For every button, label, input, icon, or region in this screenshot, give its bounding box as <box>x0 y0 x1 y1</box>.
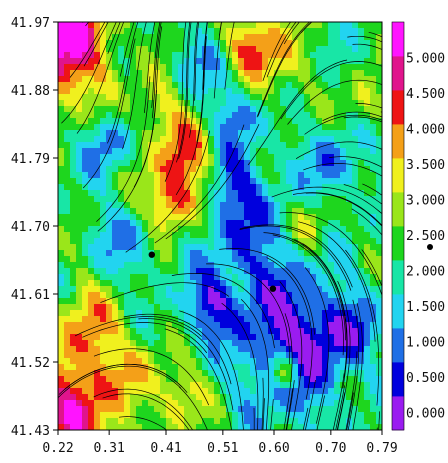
colorbar-segment <box>392 158 404 193</box>
colorbar-segment <box>392 260 404 295</box>
y-tick-label: 41.97 <box>11 16 50 31</box>
colorbar-label: 4.000 <box>406 122 445 137</box>
x-tick-label: 0.51 <box>207 441 238 456</box>
colorbar-segment <box>392 362 404 397</box>
x-tick-label: 0.22 <box>42 441 73 456</box>
colorbar-segment <box>392 56 404 91</box>
colorbar-label: 0.500 <box>406 371 445 386</box>
y-tick-label: 41.70 <box>11 220 50 235</box>
y-tick-label: 41.43 <box>11 424 50 439</box>
colorbar-label: 0.000 <box>406 406 445 421</box>
x-tick-label: 0.70 <box>315 441 346 456</box>
colorbar-segment <box>392 294 404 329</box>
colorbar <box>391 21 405 431</box>
streamlines <box>58 22 382 430</box>
y-tick-label: 41.52 <box>11 356 50 371</box>
colorbar-label: 3.500 <box>406 158 445 173</box>
y-tick-label: 41.79 <box>11 152 50 167</box>
y-tick-label: 41.61 <box>11 288 50 303</box>
colorbar-segment <box>392 328 404 363</box>
colorbar-label: 5.000 <box>406 52 445 67</box>
marker-point-0 <box>148 251 155 258</box>
y-axis-ticks: 41.97 41.88 41.79 41.70 41.61 41.52 41.43 <box>11 16 58 439</box>
colorbar-label: 1.500 <box>406 300 445 315</box>
colorbar-segment <box>392 226 404 261</box>
y-tick-label: 41.88 <box>11 84 50 99</box>
colorbar-side-dot <box>427 244 433 250</box>
colorbar-label: 1.000 <box>406 335 445 350</box>
colorbar-segment <box>392 90 404 125</box>
marker-point-1 <box>269 285 277 292</box>
colorbar-segment <box>392 192 404 227</box>
x-axis-ticks: 0.22 0.31 0.41 0.51 0.60 0.70 0.79 <box>42 430 398 456</box>
x-tick-label: 0.41 <box>150 441 181 456</box>
colorbar-label: 3.000 <box>406 193 445 208</box>
x-tick-label: 0.79 <box>366 441 397 456</box>
colorbar-label: 2.500 <box>406 229 445 244</box>
colorbar-labels: 0.000 0.500 1.000 1.500 2.000 2.500 3.000 3.500… <box>406 52 445 422</box>
colorbar-segment <box>392 22 404 57</box>
colorbar-frame <box>391 21 405 431</box>
x-tick-label: 0.60 <box>258 441 289 456</box>
point-markers <box>148 251 277 292</box>
colorbar-segment <box>392 124 404 159</box>
colorbar-segment <box>392 396 404 431</box>
x-tick-label: 0.31 <box>94 441 125 456</box>
colorbar-label: 2.000 <box>406 264 445 279</box>
colorbar-label: 4.500 <box>406 87 445 102</box>
